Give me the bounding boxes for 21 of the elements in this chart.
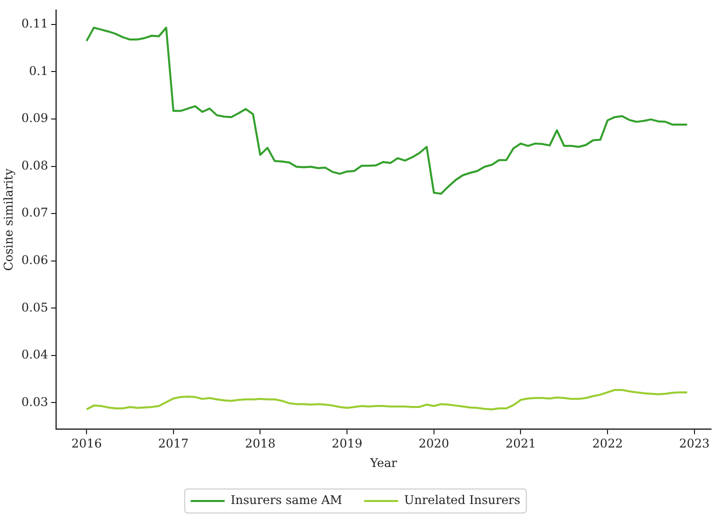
x-tick-label: 2018 — [244, 436, 276, 451]
y-tick-label: 0.07 — [21, 206, 48, 220]
x-tick-label: 2019 — [332, 436, 362, 451]
y-tick-label: 0.04 — [21, 348, 48, 362]
legend-label: Unrelated Insurers — [404, 493, 520, 508]
x-tick-label: 2016 — [71, 436, 102, 451]
y-tick-label: 0.08 — [21, 158, 48, 172]
y-tick-label: 0.05 — [21, 300, 48, 314]
x-axis-title: Year — [369, 456, 398, 470]
y-tick-label: 0.06 — [21, 252, 48, 267]
legend-label: Insurers same AM — [230, 493, 342, 508]
y-tick-label: 0.1 — [29, 64, 48, 78]
x-tick-label: 2022 — [592, 436, 623, 451]
y-tick-label: 0.03 — [21, 394, 48, 409]
x-tick-label: 2017 — [158, 436, 189, 451]
x-tick-label: 2023 — [679, 436, 710, 451]
x-tick-label: 2021 — [505, 436, 536, 451]
y-tick-label: 0.11 — [21, 16, 48, 31]
y-tick-label: 0.09 — [21, 111, 48, 126]
x-tick-label: 2020 — [418, 436, 450, 451]
y-axis-title: Cosine similarity — [1, 168, 16, 271]
